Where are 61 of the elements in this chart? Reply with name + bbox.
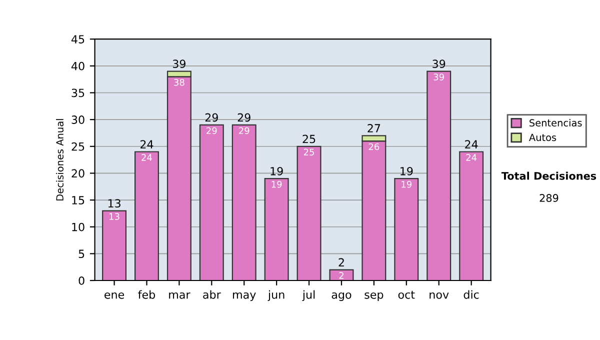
x-tick-label: ago (332, 292, 352, 301)
total-label: 29 (238, 113, 250, 122)
bar (232, 124, 256, 280)
bar (199, 124, 224, 280)
data-label: 25 (304, 148, 314, 156)
data-label: 26 (368, 143, 380, 150)
bar (296, 146, 322, 280)
x-tick-label: mar (169, 292, 190, 299)
data-label: 24 (142, 154, 152, 161)
total-label: 19 (270, 166, 283, 176)
x-tick-label: jun (268, 290, 284, 301)
x-tick-label: abr (203, 290, 221, 299)
total-label: 13 (108, 199, 120, 208)
data-label: 24 (466, 154, 477, 161)
total-label: 24 (140, 140, 154, 148)
y-axis-title: Decisiones Anual (56, 119, 64, 200)
bar (264, 178, 289, 280)
data-label: 29 (206, 127, 217, 134)
total-label: 24 (465, 140, 478, 148)
y-tick-label: 35 (72, 88, 84, 98)
data-label: 19 (272, 180, 282, 188)
x-tick-label: ene (104, 292, 124, 299)
data-label: 13 (110, 213, 120, 220)
x-tick-label: jul (302, 290, 315, 301)
total-label: 2 (338, 258, 344, 266)
text: Total Decisiones (501, 172, 596, 180)
data-label: 19 (402, 180, 412, 188)
legend-label: Sentencias (530, 118, 582, 127)
bar (134, 151, 159, 280)
y-tick-label: 45 (71, 35, 84, 44)
y-tick-label: 10 (72, 222, 84, 232)
bar (102, 210, 127, 280)
x-tick-label: may (233, 292, 256, 301)
bar (459, 151, 484, 280)
total-label: 25 (302, 134, 316, 144)
y-tick-label: 5 (78, 250, 84, 258)
text: 289 (540, 194, 558, 202)
total-label: 39 (172, 60, 186, 68)
x-tick-label: oct (398, 290, 415, 299)
bar (394, 178, 419, 280)
x-tick-label: feb (138, 290, 156, 299)
data-label: 2 (339, 272, 344, 279)
y-tick-label: 30 (72, 116, 84, 124)
x-tick-label: sep (364, 292, 384, 301)
y-tick-label: 15 (72, 196, 84, 204)
bar (329, 269, 354, 280)
total-label: 29 (205, 113, 218, 122)
y-tick-label: 25 (72, 142, 84, 151)
data-label: 38 (174, 78, 184, 86)
y-tick-label: 40 (71, 62, 84, 70)
x-tick-label: dic (464, 290, 479, 299)
x-tick-label: nov (430, 292, 449, 299)
legend-label: Autos (529, 134, 556, 142)
total-label: 19 (400, 166, 413, 176)
data-label: 29 (239, 127, 250, 134)
y-tick-label: 0 (78, 276, 84, 285)
y-tick-label: 20 (72, 169, 84, 178)
total-label: 39 (432, 60, 446, 68)
total-label: 27 (368, 124, 380, 132)
bar (426, 70, 452, 280)
data-label: 39 (434, 74, 444, 80)
